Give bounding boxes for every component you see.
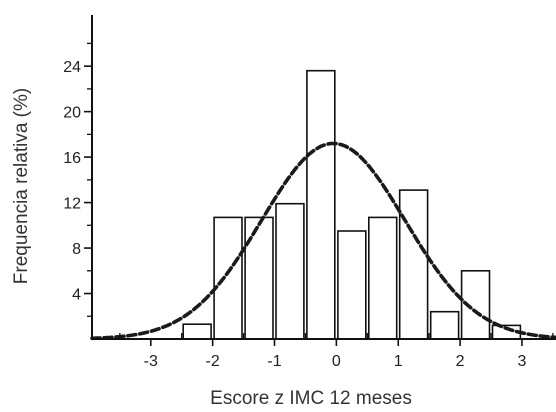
histogram-bar-5 xyxy=(306,69,336,340)
histogram-bar-1 xyxy=(182,323,212,340)
normal-fit-curve xyxy=(90,141,556,341)
histogram-bar-8 xyxy=(398,189,429,340)
y-tick-label: 20 xyxy=(63,105,81,122)
y-tick-label: 12 xyxy=(63,196,81,213)
histogram-bar-6 xyxy=(337,230,367,340)
x-tick-label: 3 xyxy=(518,353,527,370)
x-axis-title: Escore z IMC 12 meses xyxy=(210,388,412,409)
x-tick-label: 2 xyxy=(456,353,465,370)
y-tick-label: 8 xyxy=(72,241,81,258)
x-tick-label: -3 xyxy=(144,353,158,370)
histogram-bar-7 xyxy=(367,216,398,340)
histogram-bar-3 xyxy=(244,216,274,340)
x-tick-label: 1 xyxy=(394,353,403,370)
y-tick-label: 4 xyxy=(72,287,81,304)
bars-group xyxy=(182,69,522,340)
y-tick-label: 24 xyxy=(63,59,81,76)
histogram-bar-9 xyxy=(429,310,460,340)
x-tick-label: 0 xyxy=(332,353,341,370)
y-axis-title: Frequencia relativa (%) xyxy=(11,88,32,284)
y-tick-label: 16 xyxy=(63,150,81,167)
histogram-bar-2 xyxy=(213,216,243,340)
x-tick-label: -1 xyxy=(267,353,281,370)
x-tick-label: -2 xyxy=(206,353,220,370)
histogram-bar-4 xyxy=(275,202,305,340)
